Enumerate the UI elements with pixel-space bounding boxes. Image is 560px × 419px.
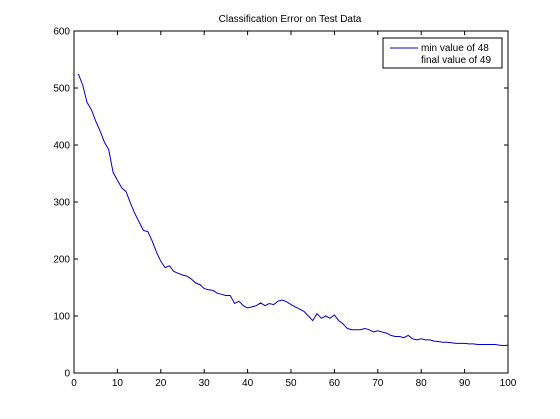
chart-title: Classification Error on Test Data (219, 14, 362, 25)
legend-entry-min: min value of 48 (421, 43, 489, 54)
legend-entry-final: final value of 49 (421, 55, 491, 66)
y-tick-label: 500 (53, 84, 70, 95)
x-tick-label: 90 (459, 378, 471, 389)
y-tick-label: 100 (53, 312, 70, 323)
plot-area (74, 31, 508, 373)
x-tick-label: 80 (416, 378, 428, 389)
x-tick-label: 0 (71, 378, 77, 389)
x-tick-label: 10 (112, 378, 124, 389)
y-tick-label: 0 (64, 369, 70, 380)
x-tick-label: 50 (285, 378, 297, 389)
x-tick-label: 40 (242, 378, 254, 389)
y-tick-label: 600 (53, 27, 70, 38)
x-tick-label: 100 (500, 378, 517, 389)
legend: min value of 48 final value of 49 (383, 38, 502, 68)
x-tick-label: 30 (199, 378, 211, 389)
x-tick-label: 60 (329, 378, 341, 389)
y-tick-label: 400 (53, 141, 70, 152)
y-tick-label: 300 (53, 198, 70, 209)
y-tick-label: 200 (53, 255, 70, 266)
x-tick-label: 70 (372, 378, 384, 389)
x-tick-label: 20 (155, 378, 167, 389)
